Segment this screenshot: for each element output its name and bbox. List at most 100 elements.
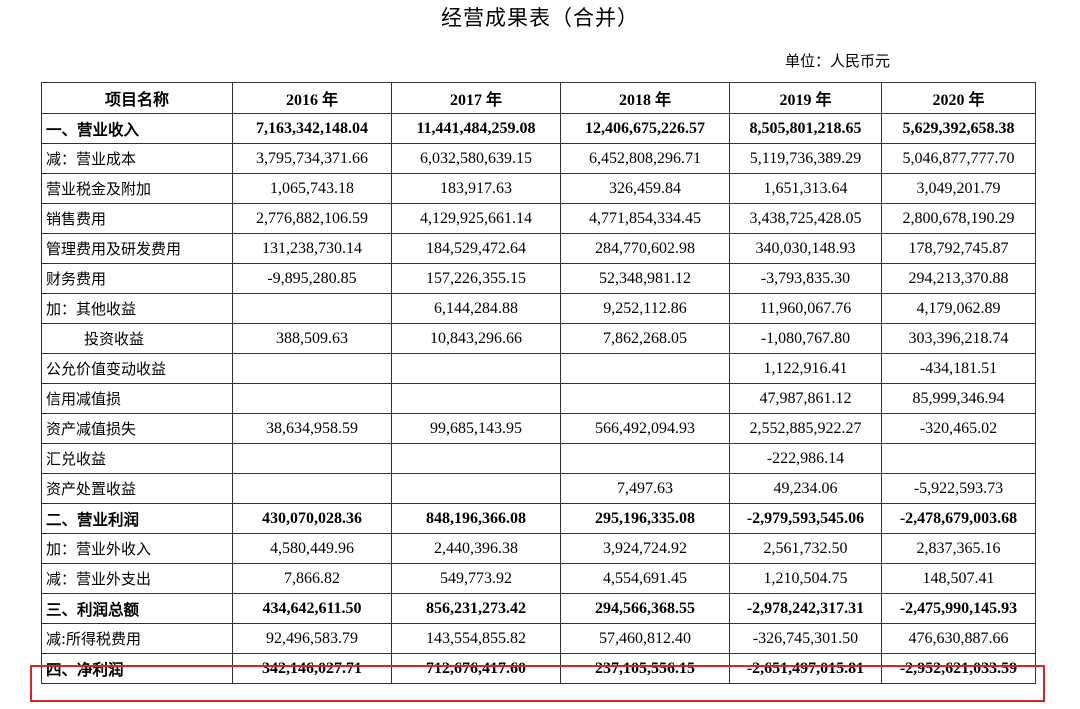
column-header: 2016 年 (232, 82, 392, 114)
table-cell: -320,465.02 (881, 413, 1036, 444)
table-cell: 92,496,583.79 (232, 623, 392, 654)
table-cell: 157,226,355.15 (391, 263, 561, 294)
row-label: 加：营业外收入 (41, 533, 233, 564)
table-cell: 52,348,981.12 (560, 263, 730, 294)
row-label: 三、利润总额 (41, 593, 233, 624)
table-cell: 434,642,611.50 (232, 593, 392, 624)
table-cell: 294,213,370.88 (881, 263, 1036, 294)
table-cell: 303,396,218.74 (881, 323, 1036, 354)
row-label: 加：其他收益 (41, 293, 233, 324)
table-cell: -2,478,679,003.68 (881, 503, 1036, 534)
table-cell: -326,745,301.50 (729, 623, 882, 654)
table-cell: -5,922,593.73 (881, 473, 1036, 504)
row-label: 管理费用及研发费用 (41, 233, 233, 264)
table-cell: 148,507.41 (881, 563, 1036, 594)
table-row: 加：其他收益 6,144,284.88 9,252,112.86 11,960,067… (41, 293, 1036, 324)
table-row: 资产减值损失 38,634,958.59 99,685,143.95 566,492,… (41, 413, 1036, 444)
table-cell: -2,952,621,033.59 (881, 653, 1036, 684)
table-row: 一、营业收入 7,163,342,148.04 11,441,484,259.08 1… (41, 113, 1036, 144)
table-cell: 11,960,067.76 (729, 293, 882, 324)
table-cell (560, 443, 730, 474)
table-cell: 131,238,730.14 (232, 233, 392, 264)
table-cell: 3,438,725,428.05 (729, 203, 882, 234)
table-cell: 342,146,027.71 (232, 653, 392, 684)
column-header: 2019 年 (729, 82, 882, 114)
table-body: 一、营业收入 7,163,342,148.04 11,441,484,259.08 1… (41, 113, 1036, 684)
column-header: 2018 年 (560, 82, 730, 114)
table-row: 投资收益 388,509.63 10,843,296.66 7,862,268.05-… (41, 323, 1036, 354)
table-cell: 2,800,678,190.29 (881, 203, 1036, 234)
table-cell (881, 443, 1036, 474)
table-cell: 1,122,916.41 (729, 353, 882, 384)
table-cell: -2,979,593,545.06 (729, 503, 882, 534)
table-cell: -9,895,280.85 (232, 263, 392, 294)
table-cell: 2,561,732.50 (729, 533, 882, 564)
table-row: 减:所得税费用 92,496,583.79 143,554,855.82 57,460… (41, 623, 1036, 654)
row-label: 减：营业外支出 (41, 563, 233, 594)
table-cell: 2,776,882,106.59 (232, 203, 392, 234)
table-cell: 11,441,484,259.08 (391, 113, 561, 144)
table-cell: 178,792,745.87 (881, 233, 1036, 264)
table-cell: -2,475,990,145.93 (881, 593, 1036, 624)
table-cell: -222,986.14 (729, 443, 882, 474)
table-cell: 7,163,342,148.04 (232, 113, 392, 144)
table-row: 公允价值变动收益 1,122,916.41 -434,181.51 (41, 353, 1036, 384)
table-row: 资产处置收益 7,497.63 49,234.06 -5,922,593.73 (41, 473, 1036, 504)
table-cell: 4,771,854,334.45 (560, 203, 730, 234)
table-cell (232, 443, 392, 474)
table-cell: 549,773.92 (391, 563, 561, 594)
table-row: 销售费用 2,776,882,106.59 4,129,925,661.14 4,77… (41, 203, 1036, 234)
row-label: 公允价值变动收益 (41, 353, 233, 384)
income-statement-table: 项目名称 2016 年 2017 年 2018 年 2019 年 2020 年 … (41, 82, 1036, 684)
table-cell: 12,406,675,226.57 (560, 113, 730, 144)
row-label: 汇兑收益 (41, 443, 233, 474)
row-label: 资产处置收益 (41, 473, 233, 504)
table-cell: 5,119,736,389.29 (729, 143, 882, 174)
table-cell: 3,795,734,371.66 (232, 143, 392, 174)
table-cell: -434,181.51 (881, 353, 1036, 384)
table-row: 加：营业外收入 4,580,449.96 2,440,396.38 3,924,724… (41, 533, 1036, 564)
row-label: 二、营业利润 (41, 503, 233, 534)
table-row: 减：营业外支出 7,866.82 549,773.92 4,554,691.45 1,2… (41, 563, 1036, 594)
table-cell: 143,554,855.82 (391, 623, 561, 654)
table-cell: 49,234.06 (729, 473, 882, 504)
table-cell (232, 353, 392, 384)
table-row: 三、利润总额 434,642,611.50 856,231,273.42 294,56… (41, 593, 1036, 624)
table-cell: 388,509.63 (232, 323, 392, 354)
table-cell: 2,552,885,922.27 (729, 413, 882, 444)
row-label: 减：营业成本 (41, 143, 233, 174)
table-cell: 1,065,743.18 (232, 173, 392, 204)
table-cell (560, 383, 730, 414)
table-cell: 3,049,201.79 (881, 173, 1036, 204)
table-cell: -3,793,835.30 (729, 263, 882, 294)
table-cell: 6,032,580,639.15 (391, 143, 561, 174)
table-row: 汇兑收益 -222,986.14 (41, 443, 1036, 474)
column-header: 项目名称 (41, 82, 233, 114)
table-cell: 9,252,112.86 (560, 293, 730, 324)
row-label: 营业税金及附加 (41, 173, 233, 204)
row-label: 一、营业收入 (41, 113, 233, 144)
table-row: 营业税金及附加 1,065,743.18 183,917.63 326,459.84 1… (41, 173, 1036, 204)
table-row: 财务费用 -9,895,280.85 157,226,355.15 52,348,98… (41, 263, 1036, 294)
table-cell: 856,231,273.42 (391, 593, 561, 624)
table-cell: 294,566,368.55 (560, 593, 730, 624)
table-cell: 7,866.82 (232, 563, 392, 594)
table-cell: 85,999,346.94 (881, 383, 1036, 414)
report-title: 经营成果表（合并） (441, 6, 639, 30)
table-cell: 4,580,449.96 (232, 533, 392, 564)
table-row: 信用减值损 47,987,861.12 85,999,346.94 (41, 383, 1036, 414)
table-cell: 183,917.63 (391, 173, 561, 204)
table-cell: -2,978,242,317.31 (729, 593, 882, 624)
table-cell: 3,924,724.92 (560, 533, 730, 564)
table-row: 四、净利润 342,146,027.71 712,676,417.60 237,105… (41, 653, 1036, 684)
row-label: 四、净利润 (41, 653, 233, 684)
column-header: 2020 年 (881, 82, 1036, 114)
table-cell: 10,843,296.66 (391, 323, 561, 354)
table-cell (391, 473, 561, 504)
row-label: 信用减值损 (41, 383, 233, 414)
table-cell: 57,460,812.40 (560, 623, 730, 654)
row-label: 财务费用 (41, 263, 233, 294)
table-cell: 99,685,143.95 (391, 413, 561, 444)
table-row: 减：营业成本 3,795,734,371.66 6,032,580,639.15 6,… (41, 143, 1036, 174)
table-cell: 476,630,887.66 (881, 623, 1036, 654)
